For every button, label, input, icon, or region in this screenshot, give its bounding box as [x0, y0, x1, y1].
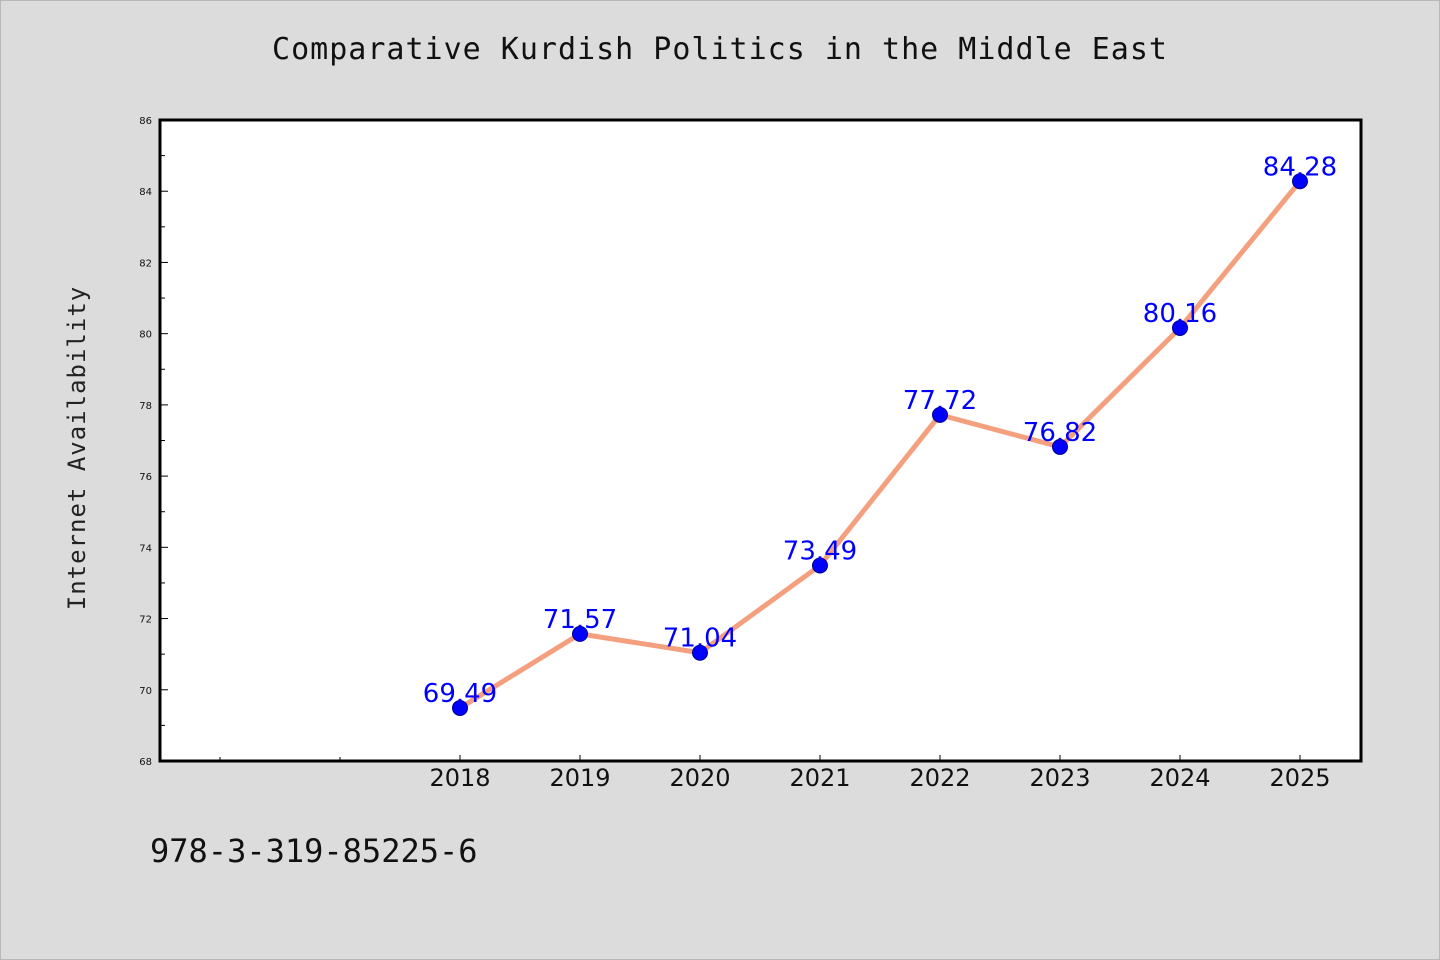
- data-label: 76.82: [1023, 418, 1097, 448]
- data-label: 77.72: [903, 386, 977, 416]
- data-label: 71.57: [543, 605, 617, 635]
- y-tick-label: 84: [139, 187, 152, 198]
- x-tick-label: 2018: [429, 764, 490, 792]
- x-tick-label: 2025: [1269, 764, 1330, 792]
- plot-area: [158, 118, 1363, 763]
- x-tick-label: 2019: [549, 764, 610, 792]
- x-tick-label: 2022: [909, 764, 970, 792]
- y-tick-label: 68: [139, 757, 152, 768]
- data-label: 73.49: [783, 536, 857, 566]
- data-point: [1292, 173, 1308, 190]
- x-tick-label: 2021: [789, 764, 850, 792]
- x-tick-label: 2023: [1029, 764, 1090, 792]
- x-tick-label: 2024: [1149, 764, 1210, 792]
- chart-title: Comparative Kurdish Politics in the Midd…: [272, 32, 1168, 67]
- y-tick-label: 82: [139, 258, 152, 269]
- data-point: [1172, 319, 1188, 336]
- y-tick-label: 74: [139, 543, 152, 554]
- data-point: [692, 644, 708, 661]
- x-axis: 2018 2019 2020 2021 2022 2023 2024 2025: [219, 755, 1331, 792]
- series-line: [457, 178, 1303, 711]
- data-label: 69.49: [423, 679, 497, 709]
- data-point: [452, 699, 468, 716]
- y-tick-label: 70: [139, 686, 152, 697]
- data-point: [572, 625, 588, 642]
- series-group: 69.49 71.57 71.04 73.49 77.72 76.82 80.16 84.28: [423, 152, 1337, 716]
- data-point: [812, 557, 828, 574]
- y-tick-label: 72: [139, 615, 152, 626]
- x-tick-label: 2020: [669, 764, 730, 792]
- data-point: [1052, 438, 1068, 455]
- y-tick-label: 80: [139, 330, 152, 341]
- data-label: 80.16: [1143, 299, 1217, 329]
- data-label: 84.28: [1263, 152, 1337, 182]
- isbn-footer: 978-3-319-85225-6: [150, 832, 478, 870]
- y-tick-label: 78: [139, 401, 152, 412]
- y-axis: 68 70 72 74 76 78 80 82 84 86: [139, 116, 168, 768]
- y-tick-label: 86: [139, 116, 152, 127]
- data-label: 71.04: [663, 624, 737, 654]
- data-point: [932, 406, 948, 423]
- y-tick-label: 76: [139, 472, 152, 483]
